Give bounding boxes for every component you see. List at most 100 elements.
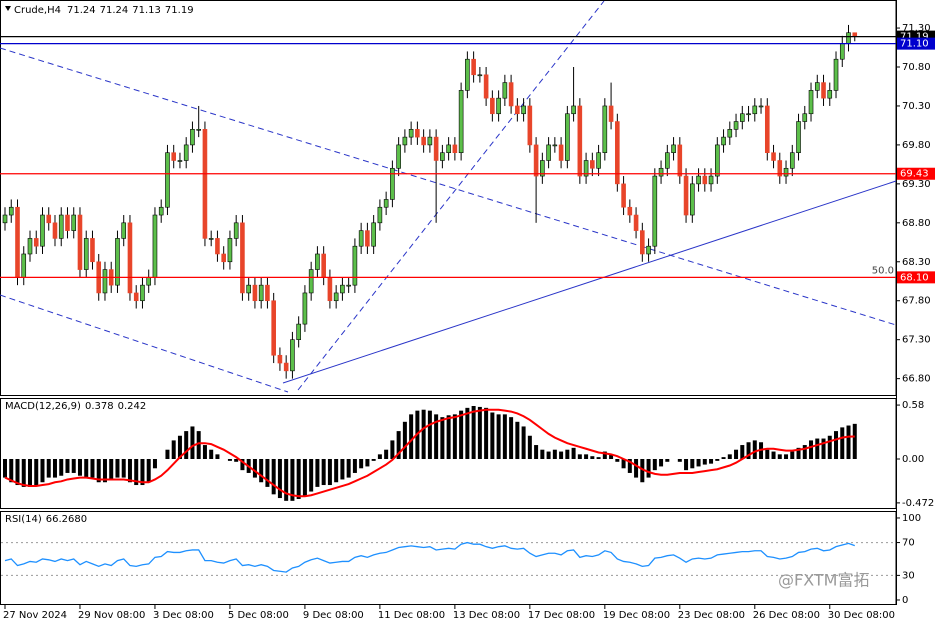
- candle-body: [440, 152, 445, 161]
- candle-body: [839, 43, 845, 60]
- candle-body: [146, 277, 152, 286]
- macd-bar: [71, 458, 76, 473]
- last-close: 71.19: [165, 5, 194, 16]
- macd-bar: [784, 454, 789, 459]
- channel-upper: [0, 47, 897, 326]
- symbol: Crude,H4: [14, 5, 61, 16]
- candle-body: [752, 105, 758, 115]
- candle-body: [365, 230, 370, 247]
- candle-body: [240, 222, 245, 294]
- candle-body: [633, 214, 639, 231]
- x-tick-label: 5 Dec 08:00: [228, 610, 289, 621]
- candle-body: [133, 292, 139, 302]
- macd-bar: [590, 456, 595, 459]
- candle-body: [683, 175, 689, 216]
- watermark: @FXTM富拓: [778, 571, 869, 590]
- candle-body: [277, 354, 283, 364]
- macd-bar: [677, 458, 682, 462]
- y-tick-label: 68.30: [902, 257, 931, 268]
- candle-body: [571, 105, 576, 115]
- macd-bar: [421, 409, 426, 459]
- candle-body: [764, 105, 770, 154]
- macd-bar: [284, 458, 289, 501]
- candle-body: [808, 90, 814, 115]
- candle-body: [402, 136, 408, 146]
- macd-bar: [515, 421, 520, 459]
- price-level-label: 68.10: [900, 272, 929, 283]
- candle-body: [121, 222, 127, 239]
- candle-body: [552, 144, 558, 147]
- menu-arrow: [5, 6, 11, 11]
- macd-bar: [40, 458, 45, 483]
- macd-bar: [90, 458, 95, 478]
- macd-bar: [496, 414, 501, 459]
- macd-bar: [2, 458, 7, 478]
- macd-bar: [596, 457, 601, 459]
- macd-bar: [302, 458, 307, 497]
- trend-lines: [0, 0, 897, 393]
- macd-bar: [777, 454, 782, 459]
- candle-body: [577, 105, 583, 177]
- rsi-name: RSI(14): [5, 514, 42, 525]
- candle-body: [739, 113, 745, 122]
- x-tick-label: 29 Nov 08:00: [78, 610, 145, 621]
- candle-body: [496, 97, 501, 115]
- macd-bar: [634, 458, 639, 478]
- candle-body: [208, 238, 214, 240]
- candle-body: [602, 105, 608, 154]
- last-low: 71.13: [132, 5, 161, 16]
- candle-body: [115, 238, 120, 286]
- candle-body: [152, 214, 158, 278]
- candle-body: [615, 121, 620, 185]
- macd-bar: [134, 458, 139, 486]
- candle-body: [708, 175, 714, 185]
- candle-body: [515, 105, 520, 115]
- macd-bar: [484, 407, 489, 459]
- macd-bar: [640, 458, 645, 483]
- macd-header: MACD(12,26,9) 0.378 0.242: [5, 401, 146, 412]
- macd-bar: [334, 458, 339, 483]
- macd-bar: [290, 458, 295, 501]
- macd-bar: [534, 445, 539, 459]
- candle-body: [446, 144, 451, 154]
- macd-bar: [715, 458, 720, 461]
- candle-body: [671, 144, 676, 154]
- price-level-box: [897, 30, 935, 43]
- macd-bar: [452, 414, 457, 459]
- macd-bar: [540, 449, 545, 459]
- macd-bar: [427, 410, 432, 459]
- candle-body: [233, 222, 239, 239]
- candle-body: [558, 144, 564, 161]
- macd-bar: [102, 458, 107, 483]
- x-tick-label: 23 Dec 08:00: [678, 610, 745, 621]
- candle-body: [714, 144, 720, 177]
- candle-body: [590, 160, 595, 169]
- candle-body: [540, 160, 545, 177]
- macd-bar: [52, 458, 57, 478]
- price-level-box: [897, 271, 935, 284]
- macd-bar: [9, 458, 14, 483]
- macd-bar: [815, 438, 820, 459]
- price-level-box: [897, 37, 935, 50]
- candle-body: [15, 206, 20, 278]
- macd-bar: [765, 449, 770, 459]
- candle-body: [677, 144, 683, 177]
- macd-bar: [734, 449, 739, 459]
- candle-body: [458, 90, 464, 154]
- signal-value: 0.242: [118, 401, 147, 412]
- candle-body: [421, 136, 426, 146]
- candle-body: [390, 167, 395, 200]
- candle-body: [471, 58, 476, 76]
- candle-body: [652, 175, 658, 247]
- y-tick-label: 70.80: [902, 62, 931, 73]
- macd-bar: [802, 445, 807, 459]
- candle-body: [771, 152, 776, 161]
- candle-body: [415, 129, 420, 138]
- macd-bar: [352, 458, 357, 473]
- candle-body: [308, 269, 314, 294]
- candle-body: [658, 167, 664, 177]
- macd-bar: [509, 417, 514, 459]
- macd-bar: [327, 458, 332, 486]
